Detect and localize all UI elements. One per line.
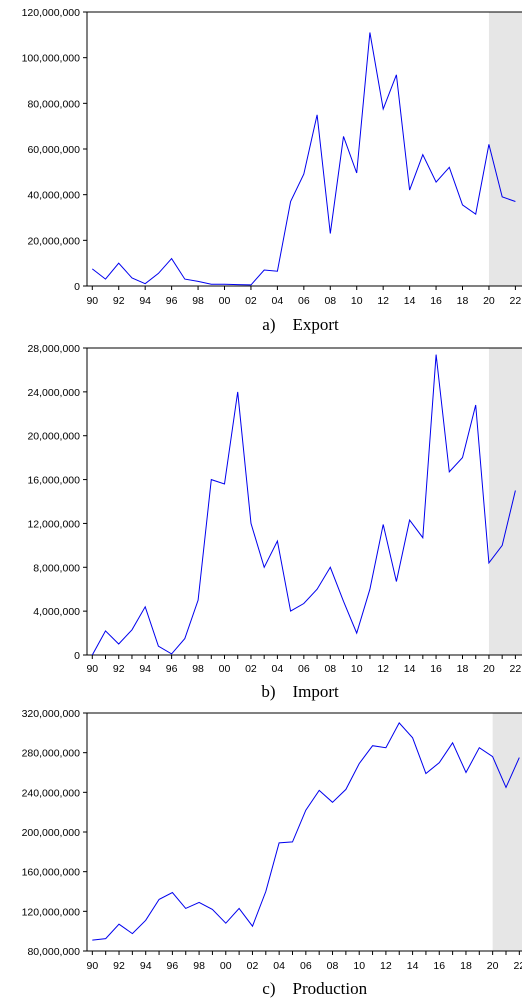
- chart-3-y-tick-label: 80,000,000: [27, 946, 80, 958]
- chart-2: 0 4,000,000 8,000,000 12,000,000 16,000,000 2…: [27, 343, 522, 701]
- chart-3-x-tick-label: 00: [220, 960, 232, 972]
- chart-3-x-tick-label: 92: [113, 960, 125, 972]
- chart-3-y-tick-label: 240,000,000: [22, 787, 81, 799]
- chart-3-x-tick-label: 08: [327, 960, 339, 972]
- chart-3-x-tick-label: 90: [86, 960, 98, 972]
- chart-1-shaded-region: [488, 12, 522, 286]
- chart-3-y-tick-label: 160,000,000: [22, 867, 81, 879]
- chart-1-x-tick-label: 14: [404, 295, 416, 307]
- chart-3-y-tick-label: 280,000,000: [22, 748, 81, 760]
- chart-2-x-tick-label: 08: [324, 663, 336, 675]
- chart-3-x-tick-label: 04: [273, 960, 285, 972]
- chart-1-x-tick-label: 20: [483, 295, 495, 307]
- chart-1-x-tick-label: 94: [139, 295, 151, 307]
- chart-2-x-tick-label: 06: [298, 663, 310, 675]
- chart-2-series-line: [91, 354, 516, 656]
- chart-2-x-tick-label: 10: [351, 663, 363, 675]
- chart-1-x-tick-label: 06: [298, 295, 310, 307]
- chart-2-x-tick-label: 98: [192, 663, 204, 675]
- chart-1-x-tick-label: 02: [245, 295, 257, 307]
- chart-3-x-tick-label: 18: [460, 960, 472, 972]
- chart-2-x-tick-label: 00: [219, 663, 231, 675]
- chart-3-x-tick-label: 94: [140, 960, 152, 972]
- chart-3-x-tick-label: 02: [247, 960, 259, 972]
- chart-1-series-line: [91, 32, 516, 286]
- chart-1-x-tick-label: 92: [113, 295, 125, 307]
- chart-1-y-tick-label: 40,000,000: [27, 190, 80, 202]
- chart-1-x-tick-label: 04: [272, 295, 284, 307]
- chart-2-y-tick-label: 4,000,000: [33, 606, 80, 618]
- chart-1-y-tick-label: 80,000,000: [27, 98, 80, 110]
- chart-2-x-tick-label: 14: [404, 663, 416, 675]
- chart-1-x-tick-label: 22: [510, 295, 522, 307]
- chart-3-y-tick-label: 200,000,000: [22, 827, 81, 839]
- chart-2-y-tick-label: 8,000,000: [33, 562, 80, 574]
- chart-1-x-tick-label: 10: [351, 295, 363, 307]
- chart-2-x-tick-label: 12: [377, 663, 389, 675]
- chart-1-x-tick-label: 08: [324, 295, 336, 307]
- chart-2-y-tick-label: 24,000,000: [27, 387, 80, 399]
- chart-2-y-tick-label: 12,000,000: [27, 518, 80, 530]
- chart-2-x-tick-label: 04: [272, 663, 284, 675]
- chart-1-caption-letter: a): [262, 315, 275, 334]
- chart-1-y-tick-label: 100,000,000: [22, 53, 81, 65]
- chart-1-x-tick-label: 98: [192, 295, 204, 307]
- chart-3-shaded-region: [492, 713, 522, 951]
- chart-2-caption-title: Import: [293, 682, 340, 701]
- chart-3: 80,000,000 120,000,000 160,000,000 200,000,…: [22, 708, 522, 998]
- chart-1-y-tick-label: 60,000,000: [27, 144, 80, 156]
- chart-2-x-tick-label: 90: [86, 663, 98, 675]
- chart-2-y-tick-label: 20,000,000: [27, 431, 80, 443]
- chart-3-series-line: [92, 722, 520, 941]
- chart-1-y-tick-label: 20,000,000: [27, 235, 80, 247]
- chart-2-y-tick-label: 28,000,000: [27, 343, 80, 355]
- chart-3-x-tick-label: 14: [407, 960, 419, 972]
- chart-3-x-tick-label: 22: [513, 960, 522, 972]
- chart-1-x-tick-label: 00: [219, 295, 231, 307]
- chart-2-x-tick-label: 18: [457, 663, 469, 675]
- chart-3-x-tick-label: 10: [353, 960, 365, 972]
- chart-2-x-tick-label: 96: [166, 663, 178, 675]
- chart-3-x-tick-label: 96: [167, 960, 179, 972]
- chart-2-y-tick-label: 16,000,000: [27, 475, 80, 487]
- chart-2-x-tick-label: 02: [245, 663, 257, 675]
- chart-3-caption-title: Production: [293, 979, 368, 998]
- chart-1-y-tick-label: 120,000,000: [22, 7, 81, 19]
- chart-3-y-tick-label: 120,000,000: [22, 906, 81, 918]
- chart-2-caption-letter: b): [261, 682, 275, 701]
- chart-1-x-tick-label: 12: [377, 295, 389, 307]
- chart-1-x-tick-label: 16: [430, 295, 442, 307]
- chart-2-x-tick-label: 16: [430, 663, 442, 675]
- chart-3-x-tick-label: 12: [380, 960, 392, 972]
- chart-2-x-tick-label: 22: [510, 663, 522, 675]
- chart-1: 0 20,000,000 40,000,000 60,000,000 80,000,00…: [22, 7, 522, 334]
- chart-3-x-tick-label: 20: [487, 960, 499, 972]
- chart-1-x-tick-label: 90: [86, 295, 98, 307]
- chart-1-y-tick-label: 0: [74, 281, 80, 293]
- chart-3-caption-letter: c): [262, 979, 275, 998]
- chart-2-x-tick-label: 92: [113, 663, 125, 675]
- chart-2-shaded-region: [488, 348, 522, 655]
- chart-2-x-tick-label: 94: [139, 663, 151, 675]
- chart-1-x-tick-label: 18: [457, 295, 469, 307]
- chart-3-x-tick-label: 98: [193, 960, 205, 972]
- chart-2-y-tick-label: 0: [74, 650, 80, 662]
- chart-3-x-tick-label: 16: [433, 960, 445, 972]
- chart-2-x-tick-label: 20: [483, 663, 495, 675]
- chart-3-x-tick-label: 06: [300, 960, 312, 972]
- chart-1-x-tick-label: 96: [166, 295, 178, 307]
- chart-1-caption-title: Export: [293, 315, 340, 334]
- chart-3-y-tick-label: 320,000,000: [22, 708, 81, 720]
